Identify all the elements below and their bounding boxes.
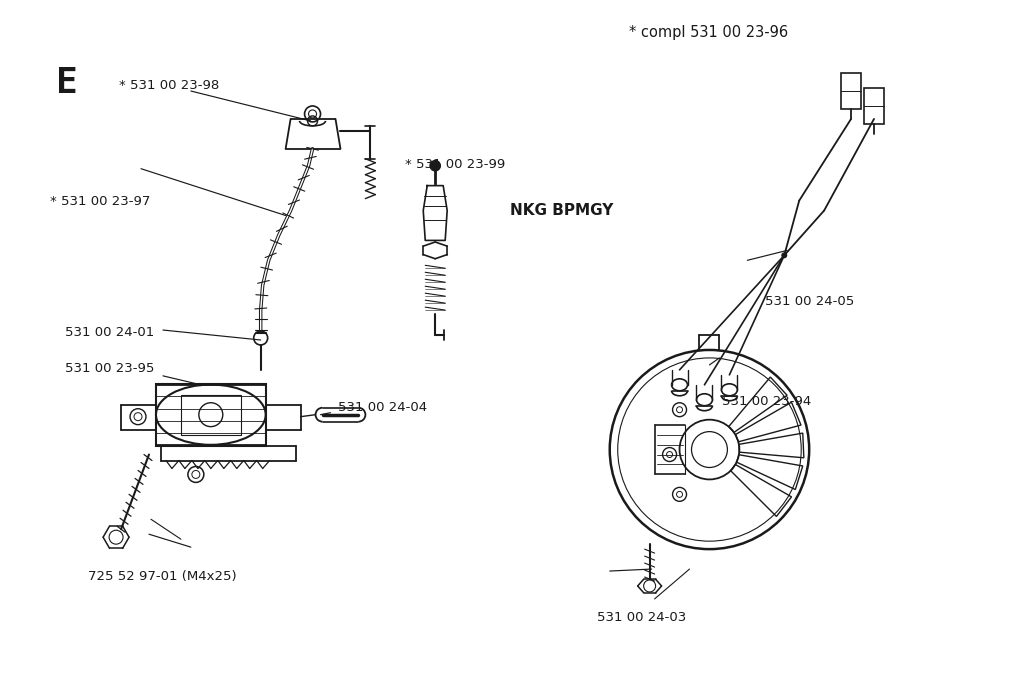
Circle shape: [781, 252, 787, 258]
Circle shape: [430, 161, 440, 171]
Text: * 531 00 23-98: * 531 00 23-98: [119, 79, 219, 92]
Text: 531 00 24-05: 531 00 24-05: [765, 296, 854, 308]
Text: 725 52 97-01 (M4x25): 725 52 97-01 (M4x25): [88, 570, 237, 583]
Text: * 531 00 23-99: * 531 00 23-99: [404, 158, 505, 172]
Bar: [864, 88, 884, 124]
Text: * compl 531 00 23-96: * compl 531 00 23-96: [630, 25, 788, 40]
Text: 531 00 23-94: 531 00 23-94: [722, 395, 812, 407]
Text: * 531 00 23-97: * 531 00 23-97: [50, 195, 151, 208]
Text: 531 00 24-03: 531 00 24-03: [597, 611, 686, 624]
Text: 531 00 23-95: 531 00 23-95: [65, 362, 154, 375]
Text: NKG BPMGY: NKG BPMGY: [510, 203, 613, 218]
Text: E: E: [56, 66, 78, 100]
Text: 531 00 24-01: 531 00 24-01: [65, 325, 154, 339]
Polygon shape: [423, 186, 447, 241]
Text: 531 00 24-04: 531 00 24-04: [338, 401, 427, 414]
Bar: [181, 395, 241, 435]
Bar: [841, 73, 861, 109]
Bar: [156, 384, 265, 445]
